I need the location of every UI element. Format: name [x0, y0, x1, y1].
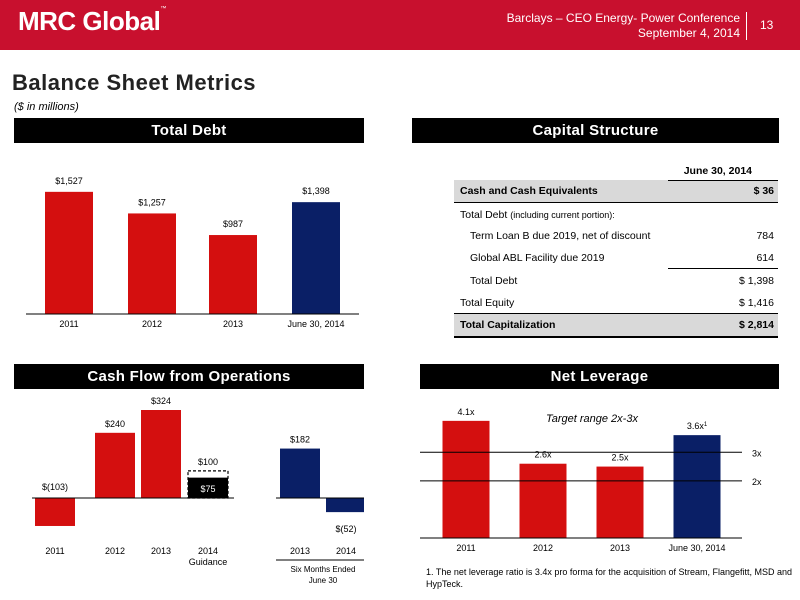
units-note: ($ in millions) — [14, 101, 79, 113]
reference-line-label: 2x — [752, 477, 762, 487]
section-header-total-debt: Total Debt — [14, 118, 364, 143]
tick-label: 2014 — [336, 546, 356, 556]
tick-label: 2011 — [59, 319, 78, 329]
bar — [280, 448, 320, 498]
tick-label: 2013 — [610, 543, 630, 553]
tick-label: 2012 — [105, 546, 125, 556]
data-label: $1,257 — [138, 197, 166, 207]
header-bar — [0, 0, 800, 50]
tick-label: June 30, 2014 — [287, 319, 344, 329]
footnote-marker: 1 — [704, 422, 708, 428]
tick-label: 2012 — [533, 543, 553, 553]
tick-label: 2014 — [198, 546, 218, 556]
tick-label: 2013 — [223, 319, 243, 329]
data-label: 2.5x — [611, 453, 629, 463]
data-label: $182 — [290, 435, 310, 445]
table-row: Total Debt $ 1,398 — [470, 275, 774, 287]
data-label: $75 — [200, 484, 215, 494]
table-row: Global ABL Facility due 2019 614 — [470, 252, 774, 264]
target-range-annotation: Target range 2x-3x — [546, 413, 638, 425]
group-label: Six Months Ended — [291, 565, 356, 574]
table-rule — [454, 313, 778, 314]
bar — [292, 202, 340, 314]
cash-flow-chart: $(103) $240 $324 $75 $182 $(52) $100 2011 2012 20… — [32, 396, 364, 585]
company-logo: MRC Global™ — [18, 6, 166, 36]
bar — [519, 463, 567, 538]
bar — [209, 235, 257, 314]
table-rule — [454, 202, 778, 203]
data-label: $1,398 — [302, 186, 330, 196]
bar — [35, 498, 75, 526]
data-label: $324 — [151, 396, 171, 406]
conference-date: September 4, 2014 — [637, 26, 740, 40]
tick-sublabel: Guidance — [189, 557, 228, 567]
footnote: 1. The net leverage ratio is 3.4x pro fo… — [426, 567, 793, 589]
table-column-header: June 30, 2014 — [683, 165, 752, 177]
data-label: $987 — [223, 219, 243, 229]
bar — [141, 410, 181, 498]
table-row: Total Equity $ 1,416 — [460, 297, 774, 309]
data-label: 4.1x — [457, 407, 475, 417]
section-header-capital-structure: Capital Structure — [412, 118, 779, 143]
bar — [596, 466, 644, 538]
data-label: $(52) — [335, 524, 356, 534]
section-header-cash-flow: Cash Flow from Operations — [14, 364, 364, 389]
tick-label: 2011 — [45, 546, 64, 556]
data-label: $240 — [105, 419, 125, 429]
data-label: 3.6x1 — [687, 421, 708, 431]
header-divider — [746, 12, 747, 40]
bar — [45, 191, 93, 314]
section-header-net-leverage: Net Leverage — [420, 364, 779, 389]
bar — [326, 498, 364, 513]
group-label: June 30 — [309, 576, 338, 585]
bar — [128, 213, 176, 314]
data-label: $100 — [198, 457, 218, 467]
bar — [95, 432, 135, 498]
net-leverage-chart: 4.1x 2011 2.6x 2012 2.5x 2013 3.6x1 June 30, 20… — [420, 407, 762, 553]
data-label: $(103) — [42, 482, 68, 492]
conference-title: Barclays – CEO Energy- Power Conference — [506, 11, 740, 25]
page-number: 13 — [760, 18, 774, 32]
reference-line-label: 3x — [752, 448, 762, 458]
tick-label: 2012 — [142, 319, 162, 329]
table-row: Term Loan B due 2019, net of discount 78… — [470, 230, 774, 242]
table-rule — [668, 180, 778, 181]
table-row: Total Debt (including current portion): — [460, 209, 615, 221]
tick-label: 2011 — [456, 543, 475, 553]
table-row-total: Total Capitalization $ 2,814 — [454, 314, 778, 336]
total-debt-chart: $1,527 2011 $1,257 2012 $987 2013 $1,398 June 3… — [26, 176, 359, 329]
data-label: 2.6x — [534, 450, 552, 460]
tick-label: 2013 — [290, 546, 310, 556]
page-title: Balance Sheet Metrics — [12, 70, 257, 95]
bar — [673, 435, 721, 538]
table-rule — [454, 336, 778, 338]
table-rule — [668, 268, 778, 269]
tick-label: June 30, 2014 — [668, 543, 725, 553]
data-label: $1,527 — [55, 176, 83, 186]
bar — [442, 420, 490, 538]
table-row: Cash and Cash Equivalents $ 36 — [454, 180, 778, 202]
tick-label: 2013 — [151, 546, 171, 556]
bar — [188, 477, 228, 498]
